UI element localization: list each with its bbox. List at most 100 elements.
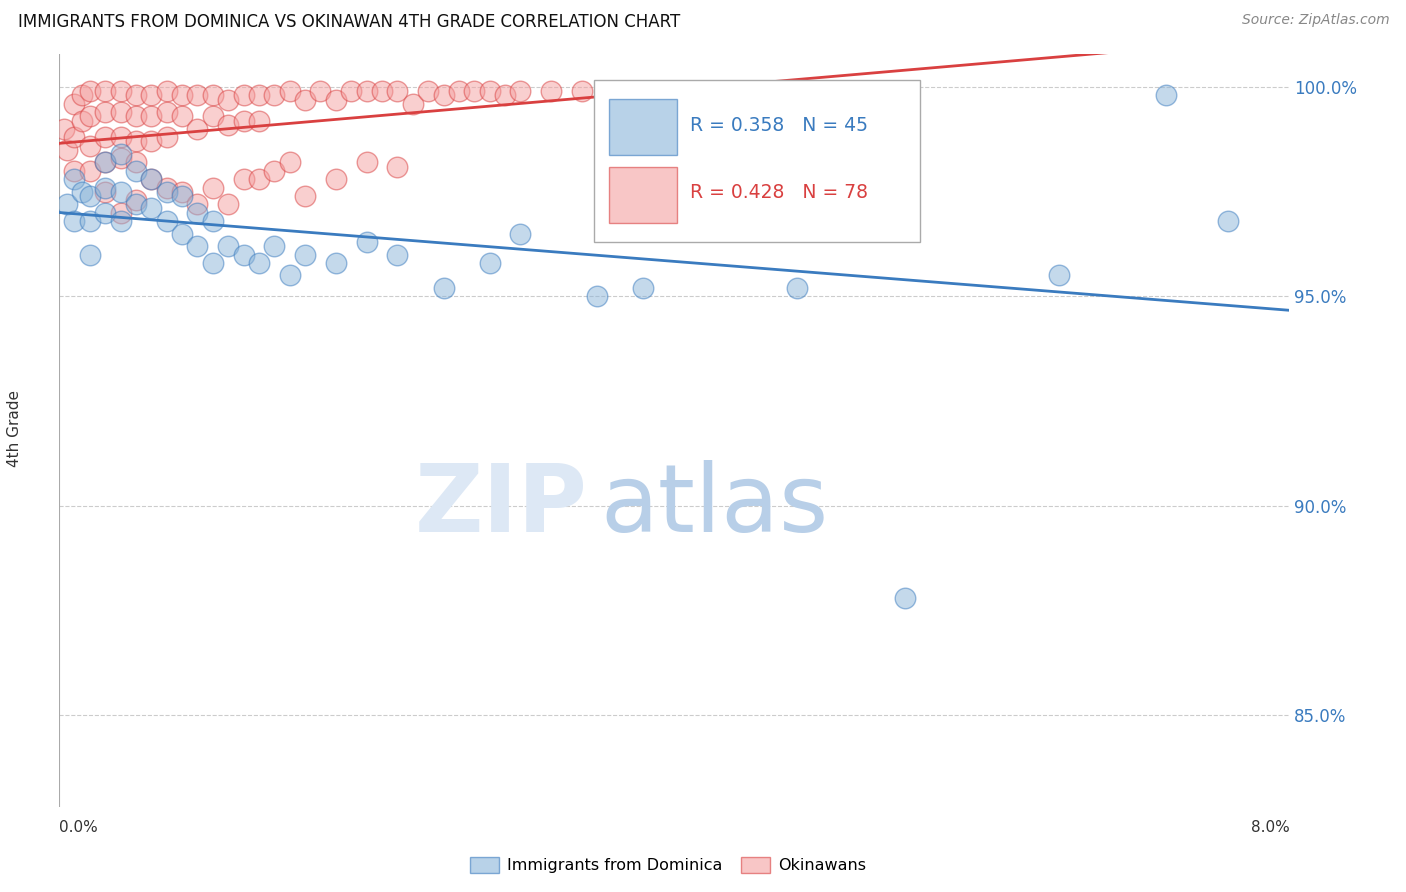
Point	[186, 88, 208, 103]
Point	[387, 247, 409, 261]
Point	[110, 84, 132, 98]
Point	[309, 84, 332, 98]
Point	[63, 172, 86, 186]
Point	[63, 96, 86, 111]
Point	[1216, 214, 1239, 228]
Point	[70, 88, 93, 103]
Point	[125, 197, 148, 211]
Point	[94, 155, 117, 169]
Point	[540, 84, 562, 98]
Point	[325, 256, 347, 270]
Point	[79, 109, 101, 123]
Point	[232, 88, 254, 103]
Point	[201, 214, 224, 228]
Point	[201, 256, 224, 270]
Point	[156, 180, 179, 194]
Point	[156, 130, 179, 145]
Point	[509, 227, 531, 241]
Point	[387, 160, 409, 174]
Text: 8.0%: 8.0%	[1250, 820, 1289, 835]
Point	[52, 121, 75, 136]
Point	[79, 247, 101, 261]
Point	[633, 281, 655, 295]
Point	[141, 202, 163, 216]
Point	[125, 193, 148, 207]
Legend: Immigrants from Dominica, Okinawans: Immigrants from Dominica, Okinawans	[464, 850, 872, 880]
Point	[356, 155, 378, 169]
Text: atlas: atlas	[600, 459, 828, 552]
Point	[63, 130, 86, 145]
Point	[217, 93, 239, 107]
Point	[263, 88, 285, 103]
Point	[232, 247, 254, 261]
Point	[79, 189, 101, 203]
Point	[55, 197, 77, 211]
Point	[263, 239, 285, 253]
Point	[156, 105, 179, 120]
Point	[1047, 268, 1070, 283]
Point	[63, 163, 86, 178]
Point	[447, 84, 470, 98]
Text: R = 0.358   N = 45: R = 0.358 N = 45	[690, 116, 868, 135]
Point	[402, 96, 425, 111]
Point	[356, 235, 378, 249]
Point	[432, 281, 454, 295]
Point	[70, 113, 93, 128]
Point	[63, 214, 86, 228]
Point	[156, 185, 179, 199]
Point	[141, 88, 163, 103]
Text: Source: ZipAtlas.com: Source: ZipAtlas.com	[1241, 13, 1389, 28]
FancyBboxPatch shape	[595, 80, 921, 242]
Point	[141, 135, 163, 149]
Point	[478, 256, 501, 270]
Point	[1156, 88, 1178, 103]
Point	[110, 105, 132, 120]
Point	[141, 172, 163, 186]
Point	[94, 130, 117, 145]
Point	[125, 163, 148, 178]
Point	[571, 84, 593, 98]
Point	[217, 239, 239, 253]
Point	[201, 180, 224, 194]
FancyBboxPatch shape	[609, 167, 676, 223]
Point	[94, 180, 117, 194]
Point	[418, 84, 440, 98]
Point	[186, 197, 208, 211]
Point	[340, 84, 363, 98]
Point	[478, 84, 501, 98]
Point	[79, 163, 101, 178]
Text: ZIP: ZIP	[415, 459, 588, 552]
Point	[201, 88, 224, 103]
Text: R = 0.428   N = 78: R = 0.428 N = 78	[690, 184, 868, 202]
Point	[294, 189, 316, 203]
Point	[172, 189, 194, 203]
Point	[247, 113, 270, 128]
Point	[79, 214, 101, 228]
Point	[110, 205, 132, 219]
Point	[70, 185, 93, 199]
Point	[325, 172, 347, 186]
Point	[247, 88, 270, 103]
Point	[586, 289, 609, 303]
Point	[110, 147, 132, 161]
Point	[247, 172, 270, 186]
Point	[55, 143, 77, 157]
Point	[387, 84, 409, 98]
Point	[125, 135, 148, 149]
Point	[156, 84, 179, 98]
Point	[356, 84, 378, 98]
Point	[294, 93, 316, 107]
Point	[79, 84, 101, 98]
Point	[186, 239, 208, 253]
Point	[94, 155, 117, 169]
Point	[278, 84, 301, 98]
Point	[693, 214, 716, 228]
Point	[509, 84, 531, 98]
Point	[325, 93, 347, 107]
Point	[186, 121, 208, 136]
Point	[156, 214, 179, 228]
Point	[141, 172, 163, 186]
Point	[894, 591, 917, 605]
Point	[94, 185, 117, 199]
Point	[94, 84, 117, 98]
